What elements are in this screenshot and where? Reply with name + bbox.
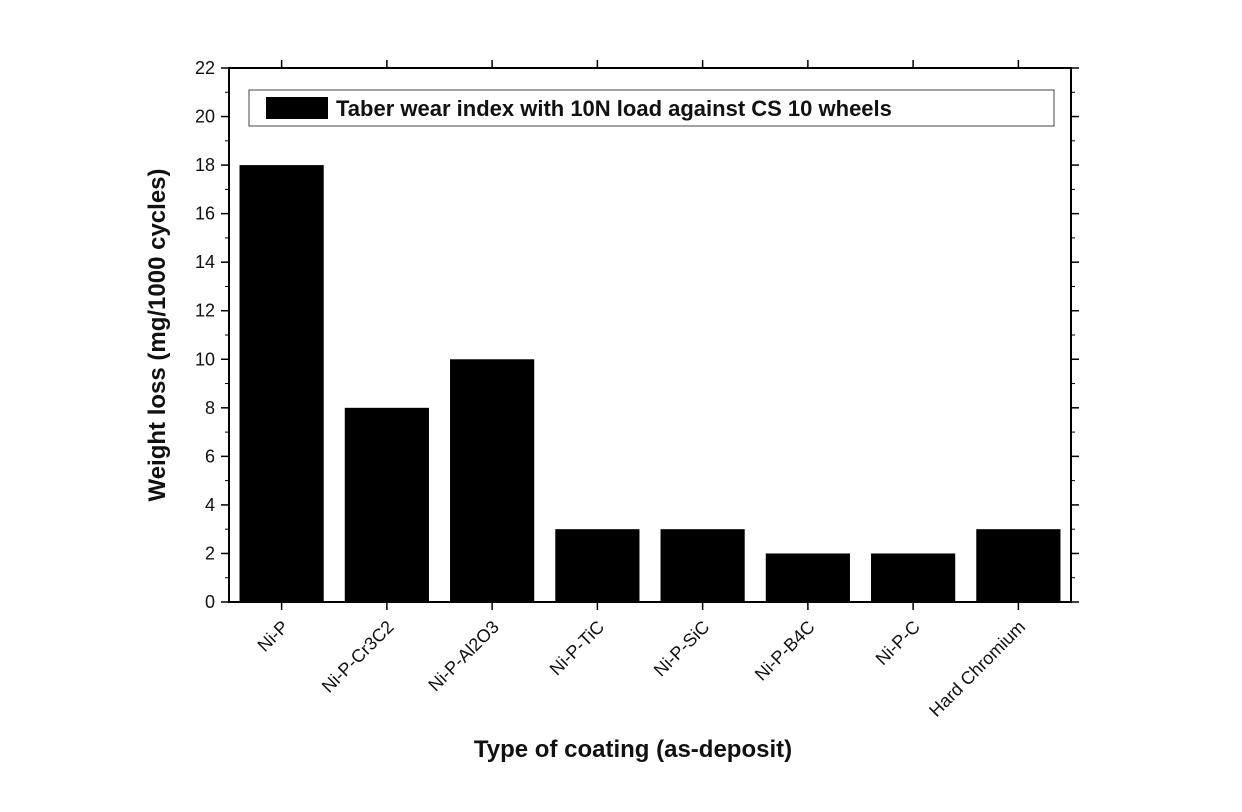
x-tick-label: Hard Chromium [925, 617, 1029, 721]
y-axis-title: Weight loss (mg/1000 cycles) [144, 168, 171, 501]
bar-ni-p-cr3c2 [344, 407, 429, 602]
y-tick-label: 18 [195, 155, 215, 175]
y-tick-label: 20 [195, 107, 215, 127]
y-tick-label: 4 [205, 495, 215, 515]
x-tick-label: Ni-P-C [872, 617, 924, 669]
x-tick-label: Ni-P-B4C [751, 617, 819, 685]
bar-hard-chromium [976, 529, 1061, 602]
y-tick-label: 14 [195, 252, 215, 272]
legend-swatch [266, 97, 328, 119]
x-tick-label: Ni-P-Cr3C2 [318, 617, 398, 697]
bar-ni-p-al2o3 [450, 359, 535, 602]
bar-ni-p-tic [555, 529, 640, 602]
y-tick-label: 22 [195, 58, 215, 78]
x-tick-label: Ni-P [254, 617, 293, 656]
y-tick-label: 10 [195, 349, 215, 369]
bar-ni-p-c [871, 553, 956, 602]
x-tick-label: Ni-P-Al2O3 [424, 617, 503, 696]
y-tick-label: 8 [205, 398, 215, 418]
bar-ni-p-sic [660, 529, 745, 602]
legend: Taber wear index with 10N load against C… [248, 89, 1055, 127]
legend-box [248, 89, 1055, 127]
bars-group [239, 165, 1061, 602]
x-axis-title: Type of coating (as-deposit) [474, 736, 792, 763]
x-tick-label: Ni-P-SiC [650, 617, 714, 681]
y-tick-label: 12 [195, 301, 215, 321]
legend-label: Taber wear index with 10N load against C… [336, 96, 892, 121]
bar-ni-p-b4c [765, 553, 850, 602]
y-tick-label: 6 [205, 446, 215, 466]
x-tick-label: Ni-P-TiC [546, 617, 608, 679]
bar-ni-p [239, 165, 324, 602]
y-tick-label: 0 [205, 592, 215, 612]
y-tick-label: 16 [195, 204, 215, 224]
x-axis: Ni-P Ni-P-Cr3C2 Ni-P-Al2O3 Ni-P-TiC Ni-P-SiC… [254, 60, 1029, 721]
y-axis: 0 2 4 6 8 10 12 14 16 18 20 22 [195, 58, 1079, 612]
y-tick-label: 2 [205, 543, 215, 563]
